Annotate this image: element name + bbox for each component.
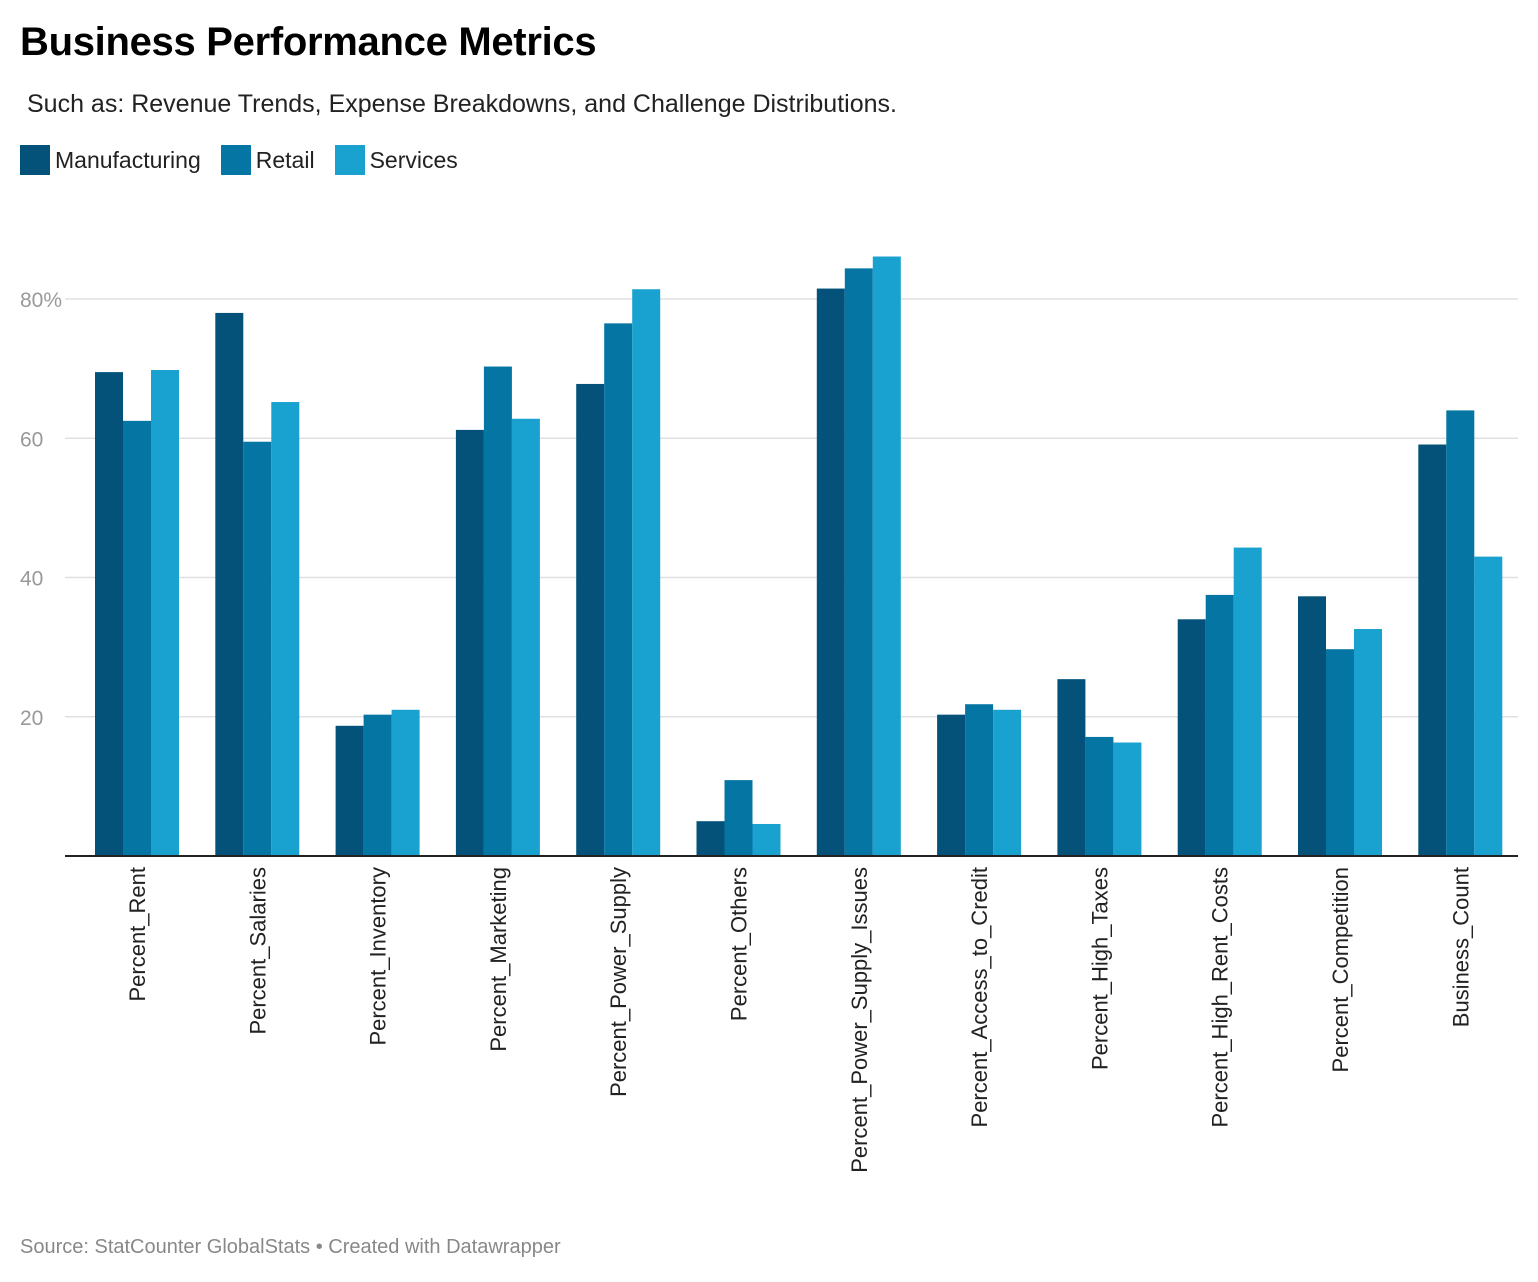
x-tick-label: Percent_Others (727, 867, 752, 1021)
bar-retail-percent_power_supply (604, 323, 633, 856)
bar-manufacturing-percent_inventory (335, 725, 364, 856)
bar-retail-percent_inventory (363, 714, 392, 856)
legend-label-retail: Retail (255, 146, 315, 173)
legend-swatch-manufacturing (20, 145, 50, 175)
x-tick-label: Percent_High_Taxes (1087, 867, 1112, 1070)
bar-chart: 20 40 60 80% Percent_Rent Percent_Salaries Per… (20, 256, 1518, 1173)
x-tick-label: Percent_Inventory (366, 867, 391, 1046)
bar-services-business_count (1474, 556, 1503, 856)
chart-title: Business Performance Metrics (20, 20, 597, 64)
bar-retail-business_count (1446, 410, 1475, 856)
bar-services-percent_inventory (391, 709, 420, 856)
bar-manufacturing-percent_rent (95, 372, 123, 856)
legend-label-services: Services (369, 146, 458, 173)
bar-retail-percent_marketing (483, 366, 512, 856)
bar-services-percent_salaries (271, 402, 300, 856)
x-tick-label: Percent_Competition (1328, 867, 1353, 1072)
bar-manufacturing-percent_power_supply_issues (816, 288, 845, 856)
bar-manufacturing-business_count (1418, 444, 1447, 856)
legend-item-services: Services (334, 145, 458, 175)
bar-services-percent_high_rent_costs (1233, 547, 1262, 856)
bar-retail-percent_access_to_credit (965, 704, 994, 856)
bar-retail-percent_high_rent_costs (1205, 594, 1234, 856)
bar-retail-percent_salaries (243, 441, 272, 856)
legend-item-manufacturing: Manufacturing (20, 145, 201, 175)
x-tick-label: Percent_Access_to_Credit (967, 867, 992, 1127)
x-tick-label: Percent_High_Rent_Costs (1208, 867, 1233, 1127)
x-tick-label: Percent_Power_Supply_Issues (847, 867, 872, 1173)
x-tick-label: Percent_Power_Supply (606, 867, 631, 1097)
legend-item-retail: Retail (220, 145, 315, 175)
bar-manufacturing-percent_others (696, 821, 725, 856)
bar-manufacturing-percent_power_supply (576, 383, 605, 856)
chart-subtitle: Such as: Revenue Trends, Expense Breakdo… (27, 90, 897, 118)
bar-manufacturing-percent_competition (1298, 596, 1326, 856)
legend-label-manufacturing: Manufacturing (55, 146, 201, 173)
bar-manufacturing-percent_high_taxes (1057, 679, 1086, 856)
legend-swatch-services (334, 145, 365, 175)
y-tick-label: 20 (20, 707, 43, 730)
bar-services-percent_others (752, 823, 781, 856)
bar-services-percent_access_to_credit (993, 709, 1022, 856)
bar-services-percent_rent (151, 370, 179, 856)
bar-retail-percent_power_supply_issues (844, 268, 873, 856)
x-tick-label: Percent_Rent (125, 867, 150, 1002)
x-tick-label: Percent_Marketing (486, 867, 511, 1052)
bar-services-percent_power_supply_issues (872, 256, 901, 856)
bar-manufacturing-percent_marketing (455, 429, 484, 856)
x-tick-label: Percent_Salaries (245, 867, 270, 1035)
x-tick-label: Business_Count (1448, 867, 1473, 1027)
bar-manufacturing-percent_salaries (215, 312, 244, 856)
bar-services-percent_competition (1354, 629, 1382, 856)
legend: Manufacturing Retail Services (20, 145, 478, 175)
bar-manufacturing-percent_access_to_credit (937, 714, 966, 856)
bar-services-percent_marketing (511, 418, 540, 856)
bar-services-percent_power_supply (632, 289, 661, 856)
source-footer: Source: StatCounter GlobalStats • Create… (20, 1236, 561, 1258)
bar-retail-percent_others (724, 780, 753, 856)
y-tick-label: 40 (20, 568, 43, 591)
bar-retail-percent_high_taxes (1085, 736, 1114, 856)
bar-manufacturing-percent_high_rent_costs (1177, 619, 1206, 856)
bar-services-percent_high_taxes (1113, 742, 1142, 856)
bar-retail-percent_rent (123, 420, 151, 856)
y-tick-label: 60 (20, 428, 43, 451)
y-tick-label: 80% (20, 289, 62, 312)
bar-retail-percent_competition (1326, 649, 1354, 856)
legend-swatch-retail (220, 145, 251, 175)
